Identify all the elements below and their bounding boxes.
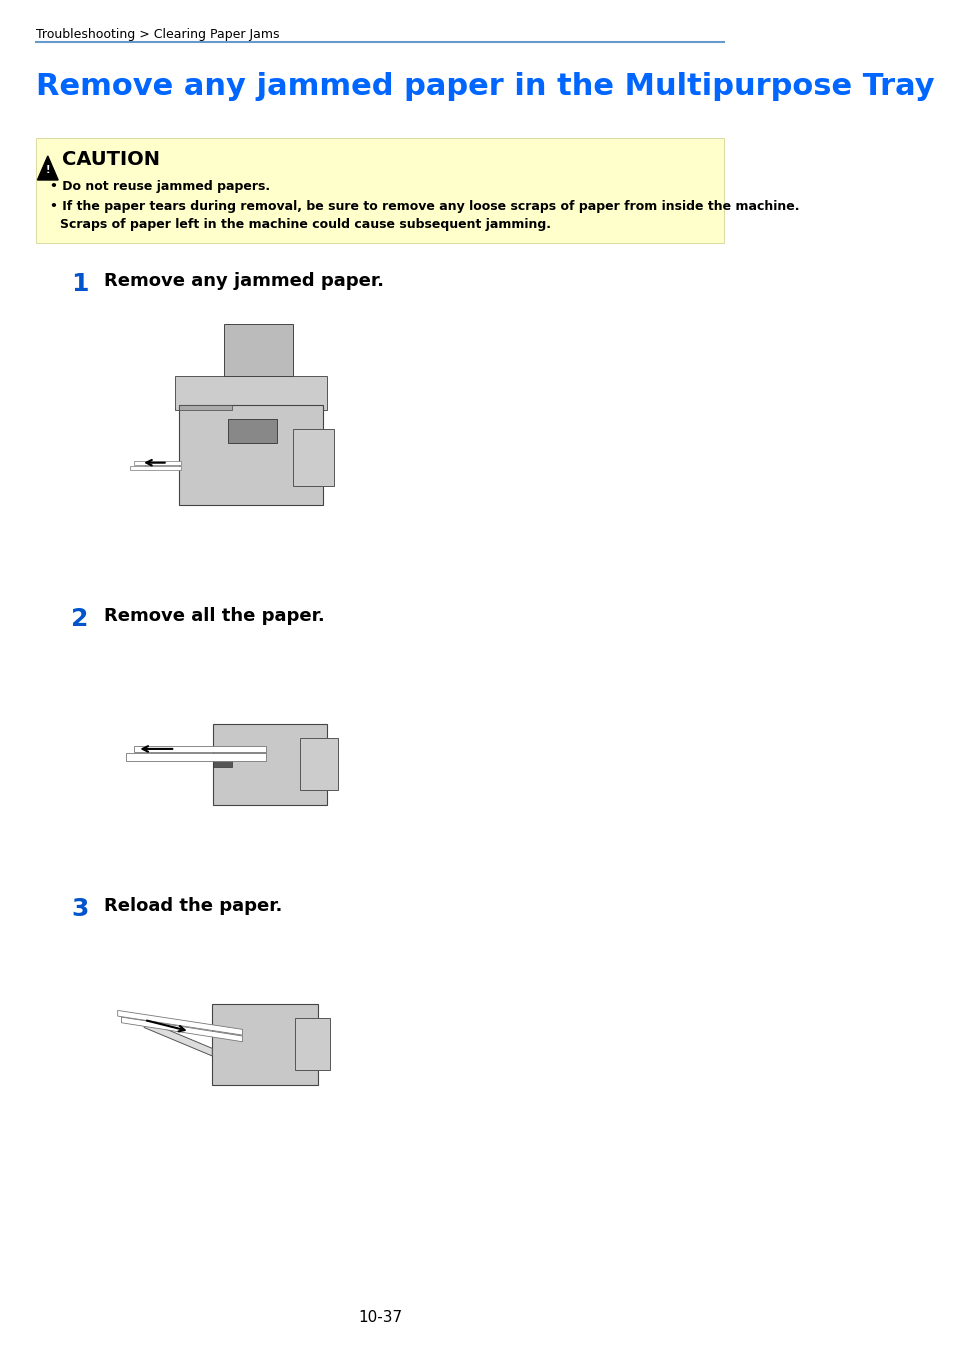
FancyBboxPatch shape (213, 724, 326, 805)
Text: Reload the paper.: Reload the paper. (104, 896, 282, 915)
FancyBboxPatch shape (224, 324, 293, 377)
FancyBboxPatch shape (175, 377, 326, 409)
Text: Troubleshooting > Clearing Paper Jams: Troubleshooting > Clearing Paper Jams (36, 28, 279, 40)
Text: 2: 2 (71, 608, 89, 630)
Text: Remove any jammed paper.: Remove any jammed paper. (104, 271, 383, 290)
Polygon shape (121, 1017, 242, 1042)
FancyBboxPatch shape (213, 759, 232, 767)
Text: Remove any jammed paper in the Multipurpose Tray: Remove any jammed paper in the Multipurp… (36, 72, 934, 101)
Text: CAUTION: CAUTION (62, 150, 160, 169)
Polygon shape (145, 462, 179, 467)
Polygon shape (144, 1019, 212, 1056)
Text: • Do not reuse jammed papers.: • Do not reuse jammed papers. (51, 180, 270, 193)
Text: !: ! (46, 165, 50, 176)
Polygon shape (37, 157, 58, 180)
Text: 3: 3 (71, 896, 89, 921)
Polygon shape (130, 466, 181, 470)
Polygon shape (117, 1010, 242, 1035)
FancyBboxPatch shape (228, 418, 277, 443)
Text: • If the paper tears during removal, be sure to remove any loose scraps of paper: • If the paper tears during removal, be … (51, 200, 799, 213)
Text: Remove all the paper.: Remove all the paper. (104, 608, 324, 625)
FancyBboxPatch shape (300, 738, 337, 790)
FancyBboxPatch shape (36, 138, 723, 243)
FancyBboxPatch shape (179, 405, 322, 505)
FancyBboxPatch shape (295, 1018, 329, 1071)
FancyBboxPatch shape (212, 1004, 318, 1084)
Polygon shape (133, 745, 266, 752)
Text: 10-37: 10-37 (357, 1310, 401, 1324)
Polygon shape (126, 753, 266, 761)
FancyBboxPatch shape (179, 405, 232, 409)
Polygon shape (133, 460, 181, 464)
FancyBboxPatch shape (293, 428, 334, 486)
Text: 1: 1 (71, 271, 89, 296)
Text: Scraps of paper left in the machine could cause subsequent jamming.: Scraps of paper left in the machine coul… (60, 217, 550, 231)
